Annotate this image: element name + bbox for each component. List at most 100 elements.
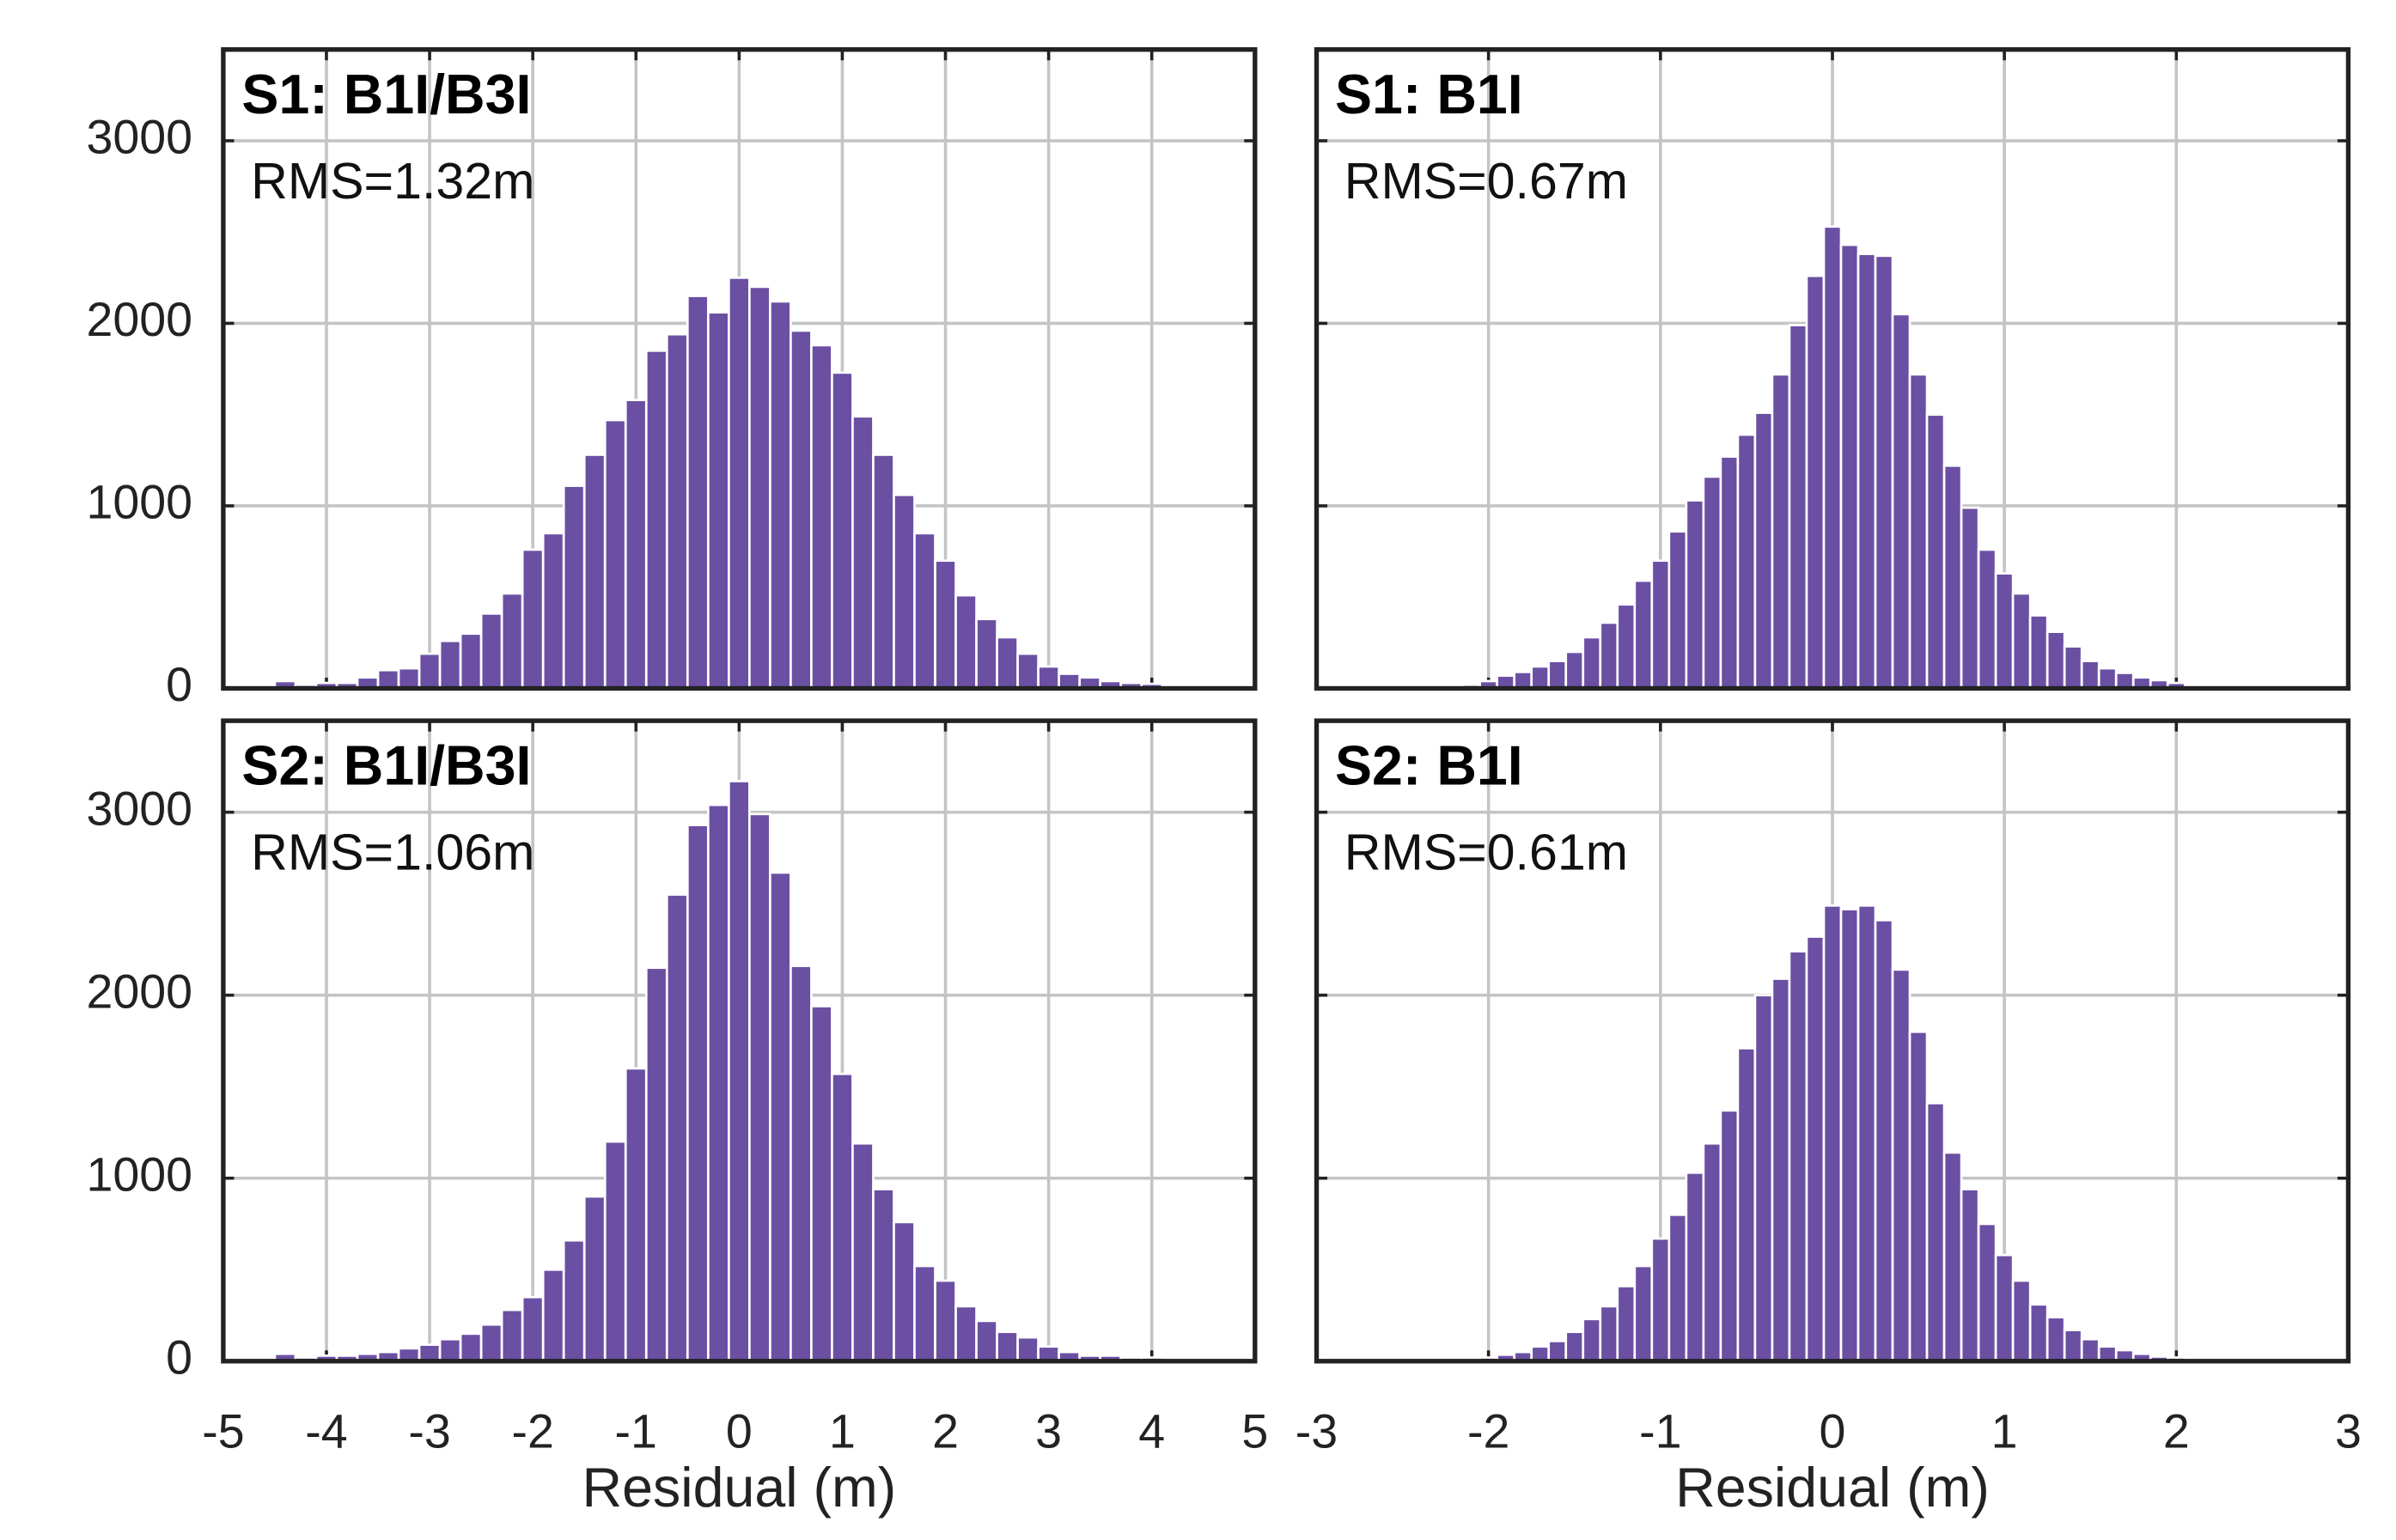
bar	[1616, 603, 1637, 690]
bar	[1719, 1109, 1740, 1363]
bar	[1667, 1214, 1688, 1363]
bar	[1513, 671, 1533, 690]
x-tick-label: 2	[2163, 1404, 2190, 1458]
bar	[913, 532, 936, 690]
bar	[1994, 572, 2015, 690]
bar	[1582, 1318, 1602, 1363]
bar	[851, 415, 875, 690]
bar	[1582, 636, 1602, 690]
bar	[1822, 225, 1843, 690]
x-tick-label: 4	[1138, 1404, 1165, 1458]
bar	[872, 453, 895, 690]
bar	[1719, 455, 1740, 690]
bar	[1822, 904, 1843, 1363]
bar	[2011, 1279, 2032, 1363]
panel-title: S2: B1I	[1335, 735, 1523, 797]
x-tick-label: 3	[2335, 1404, 2362, 1458]
bar	[541, 1268, 565, 1363]
annotation: RMS=1.32m	[251, 152, 534, 210]
bar	[562, 1239, 586, 1363]
bar	[624, 399, 648, 690]
x-tick-label: -1	[1639, 1404, 1681, 1458]
x-tick-label: -3	[408, 1404, 450, 1458]
bar	[665, 893, 689, 1363]
bar	[665, 332, 689, 690]
x-tick-label: -2	[511, 1404, 553, 1458]
bar	[1891, 968, 1911, 1363]
bar	[1977, 548, 1997, 690]
bar	[831, 1072, 854, 1363]
y-tick-label: 2000	[86, 965, 192, 1018]
x-axis-label: Residual (m)	[582, 1457, 897, 1519]
bar	[1908, 1030, 1929, 1363]
bar	[1547, 660, 1568, 690]
bar	[748, 813, 771, 1363]
bar	[562, 484, 586, 690]
bar	[1805, 274, 1826, 690]
bar	[996, 636, 1019, 690]
bar	[1856, 904, 1877, 1363]
bar	[541, 532, 565, 690]
x-tick-label: 1	[829, 1404, 856, 1458]
bar	[2045, 1316, 2066, 1363]
bar	[1599, 1305, 1619, 1363]
bar	[769, 871, 792, 1363]
bar	[996, 1330, 1019, 1363]
bar	[872, 1188, 895, 1363]
bar	[1650, 1237, 1671, 1363]
bar	[2080, 1337, 2100, 1363]
bar	[748, 285, 771, 690]
bar	[2063, 645, 2083, 690]
x-tick-label: -5	[202, 1404, 244, 1458]
panel-title: S1: B1I/B3I	[241, 64, 531, 125]
y-tick-label: 0	[166, 658, 192, 711]
bar	[1977, 1222, 1997, 1363]
bar	[2028, 614, 2049, 690]
bar	[1650, 559, 1671, 690]
axes-frame	[221, 718, 1258, 1364]
y-tick-label: 1000	[86, 476, 192, 529]
bar	[479, 1323, 503, 1363]
bar	[2063, 1329, 2083, 1363]
bar	[438, 639, 462, 690]
bar	[1874, 919, 1894, 1363]
annotation: RMS=1.06m	[251, 824, 534, 881]
bar	[418, 652, 442, 690]
bar	[1994, 1253, 2015, 1363]
axes-frame	[1314, 718, 2351, 1364]
annotation: RMS=0.61m	[1344, 824, 1628, 881]
bar	[1616, 1285, 1637, 1363]
bar	[1564, 650, 1585, 690]
bar	[521, 548, 545, 690]
axes-frame	[221, 46, 1258, 691]
bar	[954, 1305, 978, 1363]
bar	[790, 965, 813, 1363]
bar	[459, 1332, 483, 1363]
axes-frame	[1314, 46, 2351, 691]
bar	[913, 1264, 936, 1363]
bar	[1685, 499, 1705, 690]
x-tick-label: 3	[1035, 1404, 1062, 1458]
bar	[1925, 413, 1946, 690]
bar	[934, 1279, 957, 1363]
bar	[1633, 579, 1654, 690]
bar	[686, 295, 710, 690]
bar	[1530, 665, 1551, 690]
bar	[2114, 672, 2135, 690]
bar	[728, 780, 751, 1363]
bar	[1685, 1172, 1705, 1363]
bar	[1633, 1264, 1654, 1363]
bar	[1908, 373, 1929, 690]
bar	[1547, 1340, 1568, 1363]
bar	[954, 593, 978, 690]
bar	[1788, 324, 1808, 690]
x-tick-label: -3	[1296, 1404, 1338, 1458]
bar	[624, 1067, 648, 1363]
bar	[1016, 1336, 1039, 1363]
bar	[376, 668, 400, 690]
bar	[500, 592, 524, 690]
bar	[769, 300, 792, 690]
bar	[934, 559, 957, 690]
bar	[397, 667, 421, 690]
